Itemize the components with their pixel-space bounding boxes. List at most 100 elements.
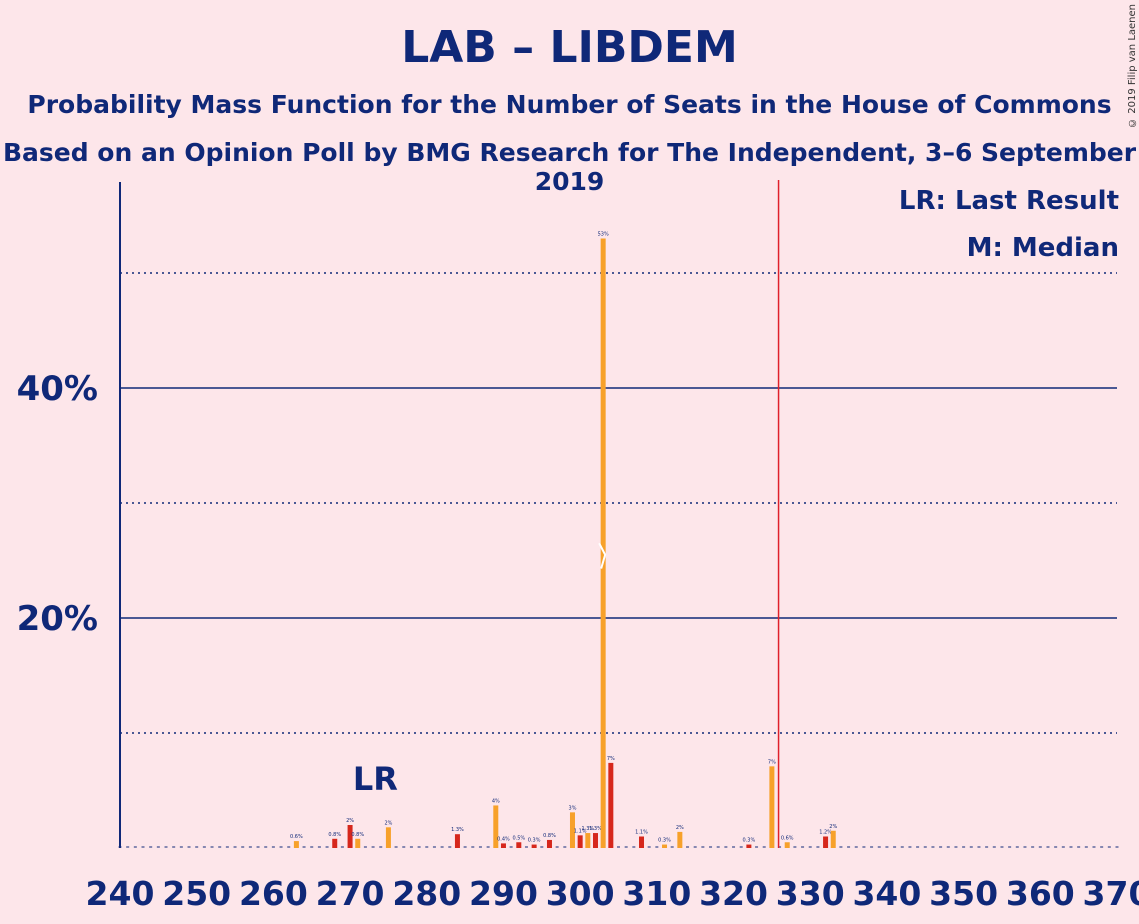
zero-mark [992, 846, 996, 848]
zero-mark [325, 846, 329, 848]
y-tick-label: 40% [17, 369, 98, 409]
zero-mark [732, 846, 736, 848]
bar-value-label: 7% [768, 759, 776, 765]
zero-mark [632, 846, 636, 848]
x-tick-label: 310 [622, 874, 691, 913]
zero-mark [923, 846, 927, 848]
zero-mark [471, 846, 475, 848]
zero-mark [686, 846, 690, 848]
chart-subtitle-source: Based on an Opinion Poll by BMG Research… [2, 138, 1137, 196]
zero-mark [1038, 846, 1042, 848]
bar [769, 766, 775, 848]
last-result-label: LR [353, 760, 398, 798]
bar [531, 844, 537, 848]
x-tick-label: 270 [316, 874, 385, 913]
bar-value-label: 0.8% [543, 833, 556, 839]
zero-mark [778, 846, 782, 848]
zero-mark [149, 846, 153, 848]
bar-value-label: 0.3% [528, 838, 541, 844]
x-tick-label: 250 [162, 874, 231, 913]
zero-mark [379, 846, 383, 848]
bar-value-label: 1.3% [581, 826, 594, 832]
zero-mark [486, 846, 490, 848]
bar [355, 838, 361, 848]
zero-mark [862, 846, 866, 848]
bar [577, 835, 583, 848]
zero-mark [709, 846, 713, 848]
x-tick-label: 320 [699, 874, 768, 913]
bar [347, 825, 353, 848]
zero-mark [172, 846, 176, 848]
median-marker [598, 542, 607, 569]
zero-mark [425, 846, 429, 848]
zero-mark [670, 846, 674, 848]
zero-mark [854, 846, 858, 848]
zero-mark [931, 846, 935, 848]
zero-mark [340, 846, 344, 848]
bar-value-label: 0.3% [658, 838, 671, 844]
zero-mark [164, 846, 168, 848]
zero-mark [417, 846, 421, 848]
bar-value-label: 0.6% [290, 834, 303, 840]
bar [493, 805, 499, 848]
bar-value-label: 0.8% [351, 832, 364, 838]
zero-mark [509, 846, 513, 848]
zero-mark [839, 846, 843, 848]
zero-mark [939, 846, 943, 848]
zero-mark [1023, 846, 1027, 848]
zero-mark [256, 846, 260, 848]
zero-mark [156, 846, 160, 848]
zero-mark [969, 846, 973, 848]
zero-mark [816, 846, 820, 848]
zero-mark [271, 846, 275, 848]
zero-mark [1000, 846, 1004, 848]
bar [293, 841, 299, 848]
bar-value-label: 0.4% [497, 836, 510, 842]
zero-mark [962, 846, 966, 848]
bar-value-label: 0.6% [781, 835, 794, 841]
bar-value-label: 0.8% [328, 832, 341, 838]
bar-value-label: 4% [492, 798, 500, 804]
bar [569, 812, 575, 848]
bar [592, 833, 598, 848]
zero-mark [1031, 846, 1035, 848]
bar [639, 836, 645, 848]
x-tick-label: 280 [392, 874, 461, 913]
zero-mark [808, 846, 812, 848]
x-tick-label: 330 [776, 874, 845, 913]
zero-mark [655, 846, 659, 848]
zero-mark [555, 846, 559, 848]
zero-mark [241, 846, 245, 848]
bar-value-label: 1.1% [635, 830, 648, 836]
zero-mark [210, 846, 214, 848]
bar [677, 831, 683, 848]
zero-mark [118, 846, 122, 848]
bar [516, 842, 522, 848]
zero-mark [363, 846, 367, 848]
zero-mark [617, 846, 620, 848]
zero-mark [624, 846, 628, 848]
zero-mark [141, 846, 145, 848]
bar-value-label: 1.3% [589, 826, 602, 832]
bar [600, 238, 606, 848]
zero-mark [440, 846, 444, 848]
zero-mark [302, 846, 306, 848]
zero-mark [954, 846, 958, 848]
zero-mark [916, 846, 920, 848]
zero-mark [402, 846, 406, 848]
bar-value-label: 1.3% [451, 827, 464, 833]
zero-mark [133, 846, 137, 848]
bar [454, 834, 460, 848]
zero-mark [1107, 846, 1111, 848]
zero-mark [755, 846, 759, 848]
zero-mark [847, 846, 851, 848]
y-tick-label: 20% [17, 599, 98, 639]
zero-mark [195, 846, 199, 848]
zero-mark [540, 846, 544, 848]
zero-mark [801, 846, 805, 848]
bar-value-label: 3% [569, 805, 577, 811]
x-tick-label: 340 [852, 874, 921, 913]
zero-mark [1092, 846, 1096, 848]
zero-mark [179, 846, 183, 848]
